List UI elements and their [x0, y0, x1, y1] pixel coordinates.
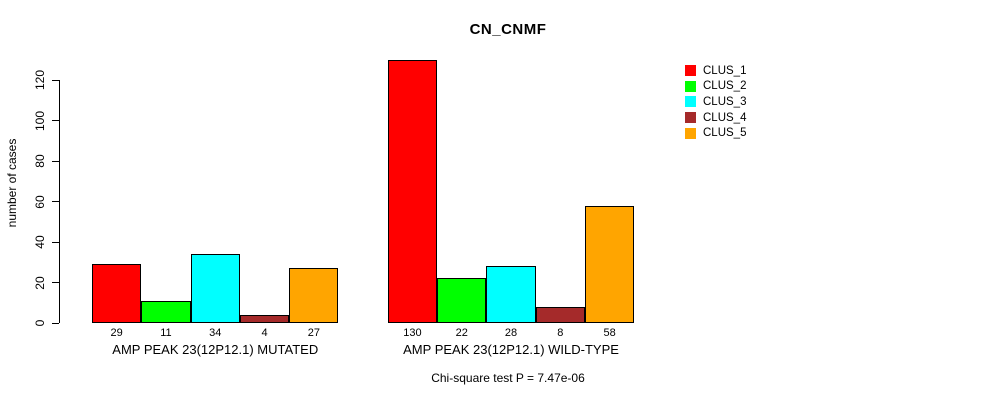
bar-value-label: 8: [557, 327, 564, 339]
y-tick-label: 100: [33, 110, 47, 131]
legend-swatch-icon: [685, 65, 696, 77]
y-tick-mark: [52, 241, 59, 243]
bar-value-label: 22: [455, 327, 468, 339]
x-category-label: AMP PEAK 23(12P12.1) WILD-TYPE: [403, 342, 619, 357]
legend-swatch-icon: [685, 112, 696, 124]
bar-clus_3-group1: [190, 254, 240, 323]
y-tick-mark: [52, 160, 59, 162]
bar-clus_1-group1: [92, 264, 142, 323]
bar-value-label: 34: [209, 327, 222, 339]
y-tick-mark: [52, 120, 59, 121]
bar-value-label: 29: [110, 327, 123, 339]
legend-row-clus_5: CLUS_5: [685, 125, 746, 141]
bar-value-label: 58: [603, 327, 616, 339]
bar-value-label: 28: [504, 327, 518, 339]
y-tick-label: 80: [33, 154, 47, 168]
bar-clus_5-group1: [289, 268, 339, 323]
bar-clus_5-group2: [585, 205, 635, 323]
bar-clus_1-group2: [387, 59, 438, 323]
y-axis-line: [59, 80, 60, 323]
bar-value-label: 11: [160, 327, 172, 339]
legend-swatch-icon: [685, 127, 696, 139]
y-tick-mark: [52, 282, 59, 283]
y-tick-mark: [52, 79, 59, 81]
legend-row-clus_3: CLUS_3: [685, 94, 746, 110]
y-axis-label: number of cases: [5, 138, 19, 228]
y-tick-mark: [52, 322, 59, 324]
chi-square-annotation: Chi-square test P = 7.47e-06: [431, 371, 585, 385]
legend: CLUS_1 CLUS_2 CLUS_3 CLUS_4 CLUS_5: [685, 63, 746, 141]
bar-value-label: 27: [307, 327, 320, 339]
bar-clus_3-group2: [486, 266, 536, 323]
x-category-label: AMP PEAK 23(12P12.1) MUTATED: [112, 342, 319, 357]
legend-label: CLUS_2: [703, 80, 747, 93]
legend-swatch-icon: [685, 80, 696, 92]
legend-row-clus_1: CLUS_1: [685, 63, 746, 79]
y-tick-label: 40: [33, 235, 47, 249]
y-tick-mark: [52, 201, 59, 202]
y-tick-label: 20: [33, 275, 47, 290]
legend-swatch-icon: [685, 96, 696, 108]
legend-label: CLUS_4: [703, 111, 747, 124]
y-tick-label: 0: [33, 319, 47, 327]
legend-row-clus_2: CLUS_2: [685, 79, 746, 95]
bar-clus_2-group2: [437, 278, 487, 323]
legend-label: CLUS_3: [703, 95, 747, 108]
bar-value-label: 130: [403, 327, 422, 339]
y-tick-label: 60: [33, 194, 47, 209]
bar-clus_4-group1: [239, 314, 290, 323]
chart-title: CN_CNMF: [469, 21, 547, 38]
bar-clus_4-group2: [535, 306, 585, 323]
legend-label: CLUS_1: [703, 64, 747, 77]
legend-label: CLUS_5: [703, 127, 747, 140]
bar-clus_2-group1: [141, 300, 191, 323]
bar-value-label: 4: [261, 327, 268, 339]
y-tick-label: 120: [33, 69, 47, 91]
legend-row-clus_4: CLUS_4: [685, 110, 746, 126]
